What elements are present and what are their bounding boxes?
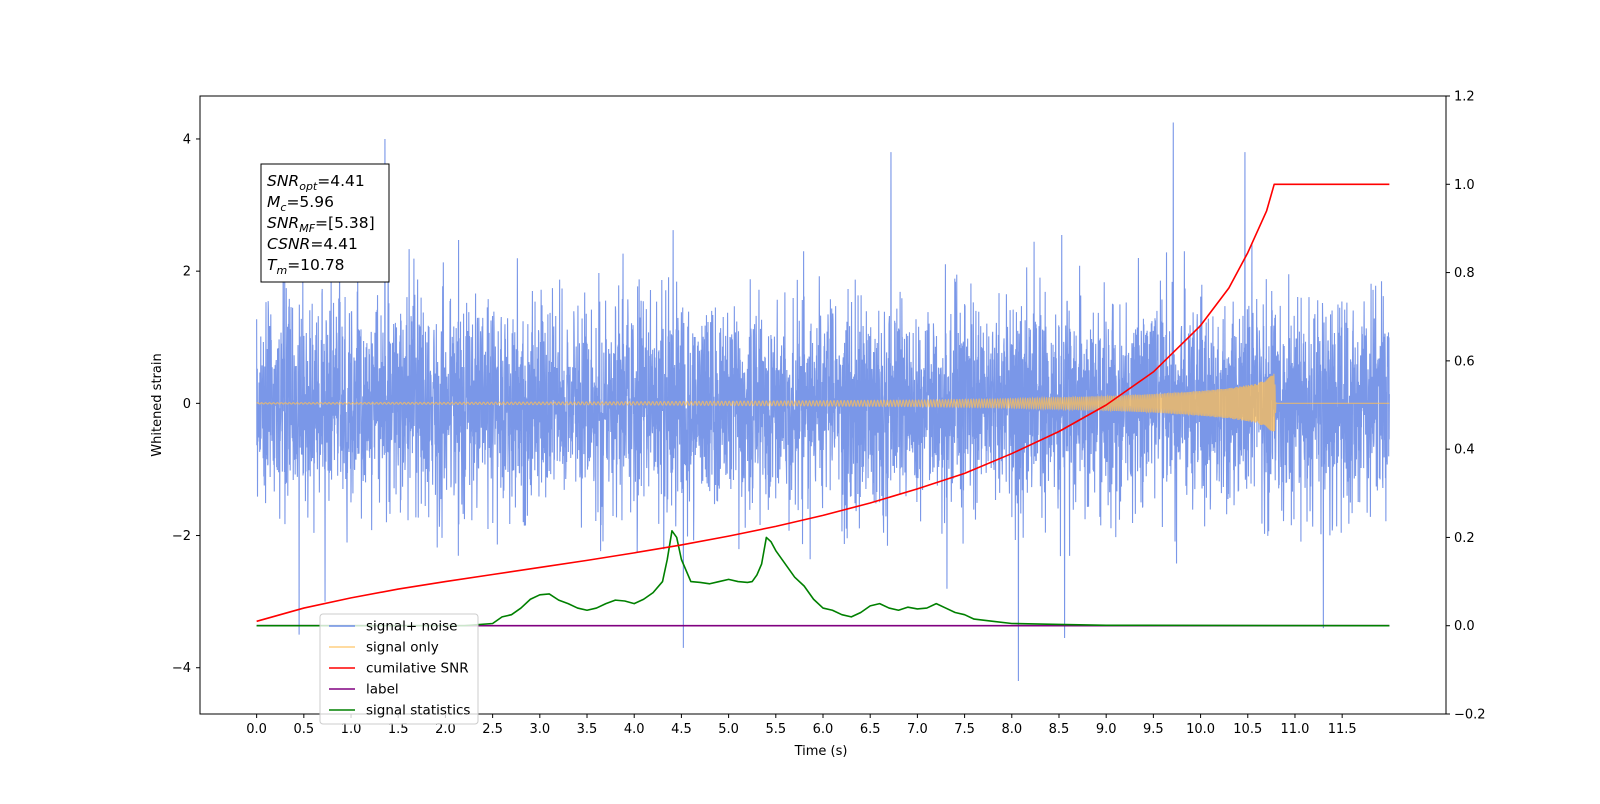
x-tick-label: 9.0 xyxy=(1096,722,1117,737)
legend-entry-label: cumilative SNR xyxy=(366,661,469,677)
legend-entry-label: signal only xyxy=(366,640,439,656)
legend-entry-label: label xyxy=(366,682,399,698)
x-tick-label: 7.0 xyxy=(907,722,928,737)
x-tick-label: 4.0 xyxy=(624,722,645,737)
x-tick-label: 8.0 xyxy=(1001,722,1022,737)
x-tick-label: 2.0 xyxy=(435,722,456,737)
x-tick-label: 6.5 xyxy=(860,722,881,737)
y-axis-left: −4 −2 0 2 4 xyxy=(172,132,200,676)
x-tick-label: 0.0 xyxy=(246,722,267,737)
y-right-tick-label: 0.2 xyxy=(1454,531,1475,546)
y-right-tick-label: 1.0 xyxy=(1454,178,1475,193)
x-tick-label: 2.5 xyxy=(482,722,503,737)
x-tick-label: 3.0 xyxy=(529,722,550,737)
annotation-line: Mc=5.96 xyxy=(267,193,334,214)
x-tick-label: 0.5 xyxy=(293,722,314,737)
legend: signal+ noise signal only cumilative SNR la… xyxy=(319,613,479,725)
y-tick-label: 2 xyxy=(183,265,191,280)
annotation-line: SNRMF=[5.38] xyxy=(267,214,375,235)
x-tick-label: 1.5 xyxy=(388,722,409,737)
y-tick-label: 0 xyxy=(183,397,191,412)
series-signal-only-line xyxy=(256,373,1390,432)
annotation-frame xyxy=(260,163,390,283)
x-tick-label: 3.5 xyxy=(577,722,598,737)
y-tick-label: 4 xyxy=(183,132,191,147)
series-cumilative-snr-line xyxy=(256,183,1390,623)
series-layer xyxy=(256,122,1390,681)
y-right-tick-label: 0.6 xyxy=(1454,354,1475,369)
x-tick-label: 10.5 xyxy=(1233,722,1262,737)
x-tick-label: 10.0 xyxy=(1186,722,1215,737)
y-right-tick-label: 0.0 xyxy=(1454,619,1475,634)
legend-entry-label: signal+ noise xyxy=(366,619,457,635)
y-axis-right: −0.2 0.0 0.2 0.4 0.6 0.8 1.0 1.2 xyxy=(1446,90,1486,723)
series-signal-statistics-line xyxy=(256,530,1390,627)
y-tick-label: −4 xyxy=(172,661,191,676)
x-axis: 0.0 0.5 1.0 1.5 2.0 2.5 3.0 3.5 4.0 4.5 5.0 5.5 6.0 6… xyxy=(246,714,1357,737)
x-tick-label: 11.5 xyxy=(1328,722,1357,737)
y-right-tick-label: −0.2 xyxy=(1454,708,1486,723)
x-tick-label: 4.5 xyxy=(671,722,692,737)
x-tick-label: 6.0 xyxy=(813,722,834,737)
x-tick-label: 9.5 xyxy=(1143,722,1164,737)
annotation-line: CSNR=4.41 xyxy=(267,235,358,253)
legend-entry-label: signal statistics xyxy=(366,703,470,719)
y-right-tick-label: 0.8 xyxy=(1454,266,1475,281)
x-tick-label: 11.0 xyxy=(1280,722,1309,737)
x-tick-label: 8.5 xyxy=(1049,722,1070,737)
y-right-tick-label: 0.4 xyxy=(1454,443,1475,458)
x-tick-label: 1.0 xyxy=(341,722,362,737)
annotation-line: Tm=10.78 xyxy=(267,256,345,277)
x-axis-label: Time (s) xyxy=(794,744,848,759)
y-tick-label: −2 xyxy=(172,529,191,544)
y-right-tick-label: 1.2 xyxy=(1454,90,1475,105)
y-axis-label: Whitened strain xyxy=(150,353,165,456)
x-tick-label: 5.5 xyxy=(765,722,786,737)
annotation-line: SNRopt=4.41 xyxy=(267,172,365,193)
x-tick-label: 7.5 xyxy=(954,722,975,737)
x-tick-label: 5.0 xyxy=(718,722,739,737)
legend-frame xyxy=(319,613,479,725)
